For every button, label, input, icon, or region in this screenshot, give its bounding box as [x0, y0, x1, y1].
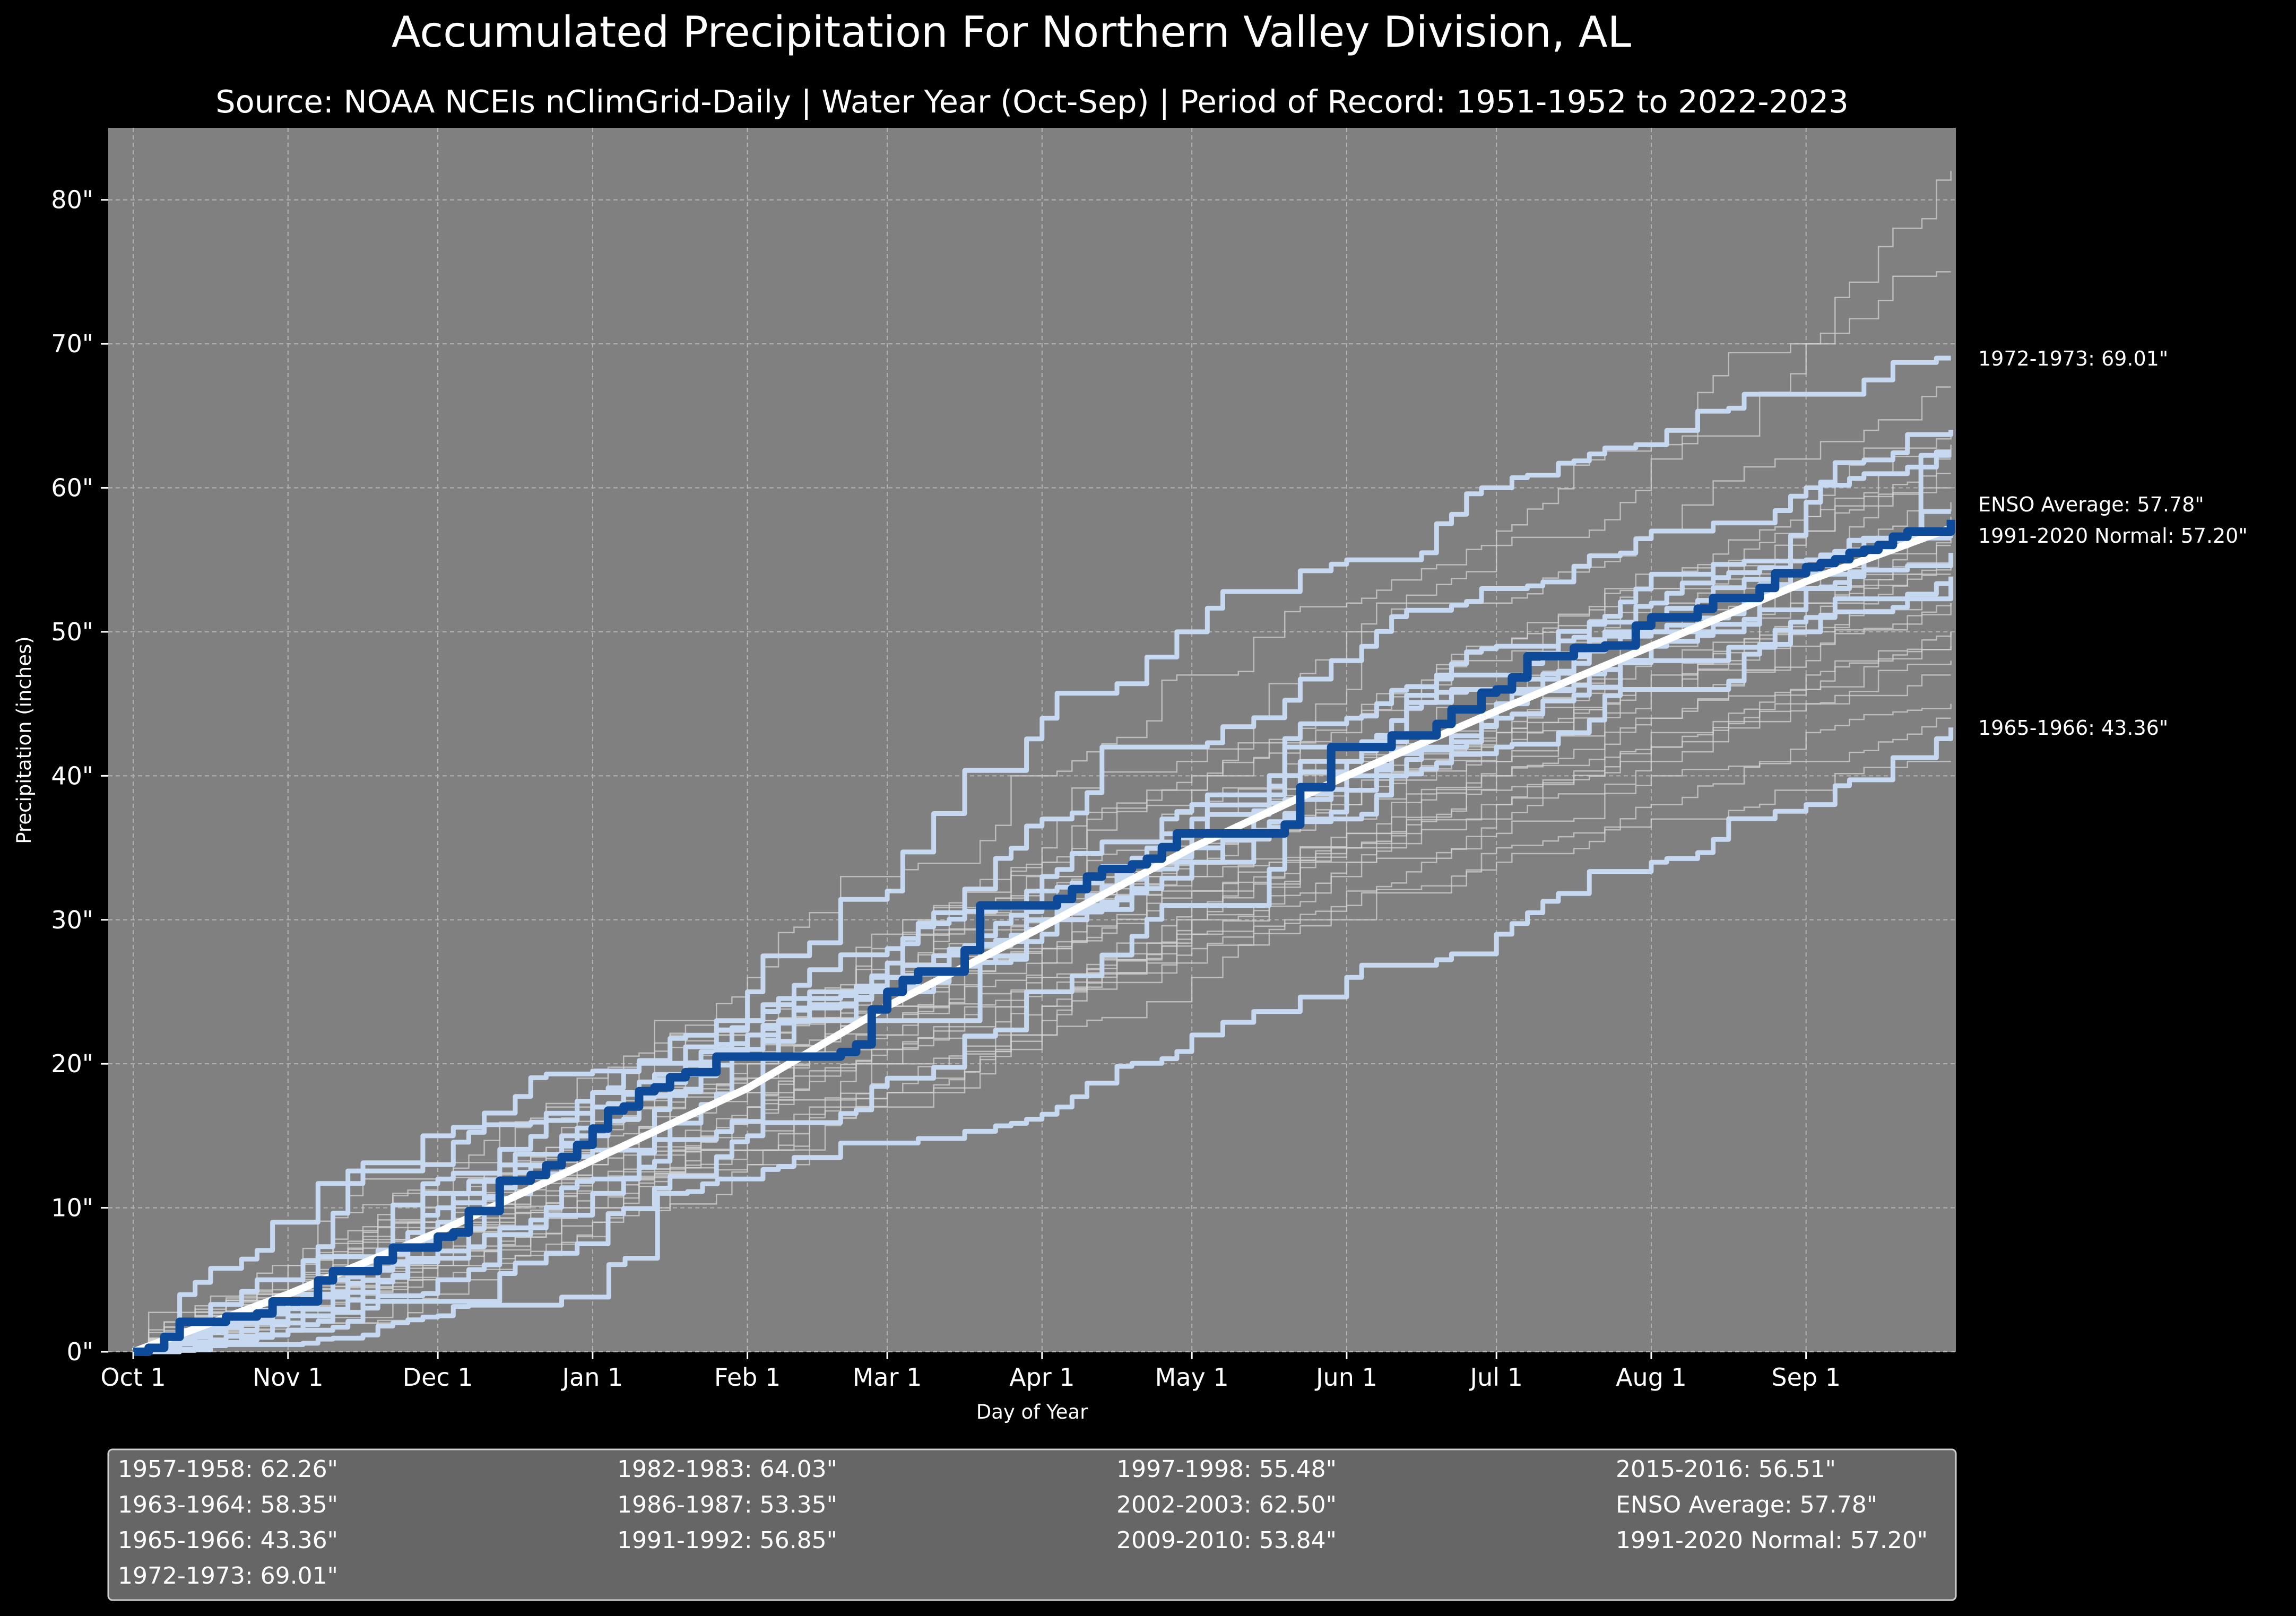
x-axis-ticks: Oct 1 Nov 1 Dec 1 Jan 1 Feb 1 Mar 1 Apr 1 May 1…	[100, 1352, 1841, 1392]
y-tick-label: 70"	[51, 329, 93, 358]
normal-line	[132, 524, 1953, 1356]
legend-entry: ENSO Average: 57.78"	[1616, 1491, 1877, 1518]
y-tick-label: 10"	[51, 1194, 93, 1222]
average-lines	[132, 519, 1955, 1356]
x-tick-label: Mar 1	[853, 1363, 922, 1392]
x-tick-label: Jan 1	[560, 1363, 623, 1392]
y-axis-ticks: 0" 10" 20" 30" 40" 50" 60" 70" 80"	[51, 186, 108, 1366]
legend-entry: 1965-1966: 43.36"	[118, 1527, 338, 1554]
enso-average-line	[133, 519, 1955, 1356]
legend-entry: 1963-1964: 58.35"	[118, 1491, 338, 1518]
end-annotation: 1972-1973: 69.01"	[1978, 347, 2168, 370]
legend-entry: 1991-2020 Normal: 57.20"	[1616, 1527, 1928, 1554]
legend-entry: 1972-1973: 69.01"	[118, 1562, 338, 1589]
year-line-2002-2003	[133, 449, 1951, 1354]
x-tick-label: Aug 1	[1616, 1363, 1687, 1392]
legend: 1957-1958: 62.26" 1963-1964: 58.35" 1965-1…	[118, 1456, 1928, 1589]
end-annotation: 1965-1966: 43.36"	[1978, 716, 2168, 740]
year-line-1997-1998	[133, 553, 1954, 1354]
end-annotation: ENSO Average: 57.78"	[1978, 493, 2204, 516]
y-tick-label: 30"	[51, 906, 93, 934]
x-tick-label: Dec 1	[403, 1363, 473, 1392]
x-tick-label: Feb 1	[714, 1363, 781, 1392]
y-tick-label: 60"	[51, 474, 93, 502]
year-line-1965-1966	[133, 727, 1954, 1354]
x-axis-label: Day of Year	[976, 1401, 1088, 1423]
y-tick-label: 50"	[51, 618, 93, 646]
y-tick-label: 20"	[51, 1049, 93, 1078]
legend-entry: 1957-1958: 62.26"	[118, 1456, 338, 1483]
x-tick-label: Nov 1	[253, 1363, 324, 1392]
end-annotations: 1972-1973: 69.01" ENSO Average: 57.78" 199…	[1978, 347, 2248, 740]
year-line-1986-1987	[133, 581, 1951, 1354]
x-tick-label: Jul 1	[1469, 1363, 1523, 1392]
legend-entry: 1997-1998: 55.48"	[1116, 1456, 1337, 1483]
y-tick-label: 40"	[51, 761, 93, 790]
legend-box	[107, 1448, 1957, 1601]
legend-entry: 1986-1987: 53.35"	[617, 1491, 837, 1518]
y-axis-label: Precipitation (inches)	[13, 636, 36, 844]
x-tick-label: Sep 1	[1771, 1363, 1841, 1392]
legend-entry: 2009-2010: 53.84"	[1116, 1527, 1337, 1554]
x-tick-label: Apr 1	[1009, 1363, 1075, 1392]
x-tick-label: Oct 1	[100, 1363, 166, 1392]
end-annotation: 1991-2020 Normal: 57.20"	[1978, 524, 2248, 548]
chart-subtitle: Source: NOAA NCEIs nClimGrid-Daily | Wat…	[215, 83, 1849, 120]
chart-title: Accumulated Precipitation For Northern V…	[392, 7, 1632, 57]
legend-entry: 2002-2003: 62.50"	[1116, 1491, 1337, 1518]
x-tick-label: May 1	[1155, 1363, 1229, 1392]
background-year-line	[133, 271, 1951, 1353]
year-line-1972-1973	[133, 355, 1951, 1354]
background-year-line	[133, 703, 1952, 1353]
legend-entry: 2015-2016: 56.51"	[1616, 1456, 1836, 1483]
x-tick-label: Jun 1	[1314, 1363, 1377, 1392]
legend-entry: 1982-1983: 64.03"	[617, 1456, 837, 1483]
y-tick-label: 80"	[51, 186, 93, 214]
legend-entry: 1991-1992: 56.85"	[617, 1527, 837, 1554]
y-tick-label: 0"	[67, 1337, 93, 1366]
background-year-line	[133, 171, 1952, 1353]
